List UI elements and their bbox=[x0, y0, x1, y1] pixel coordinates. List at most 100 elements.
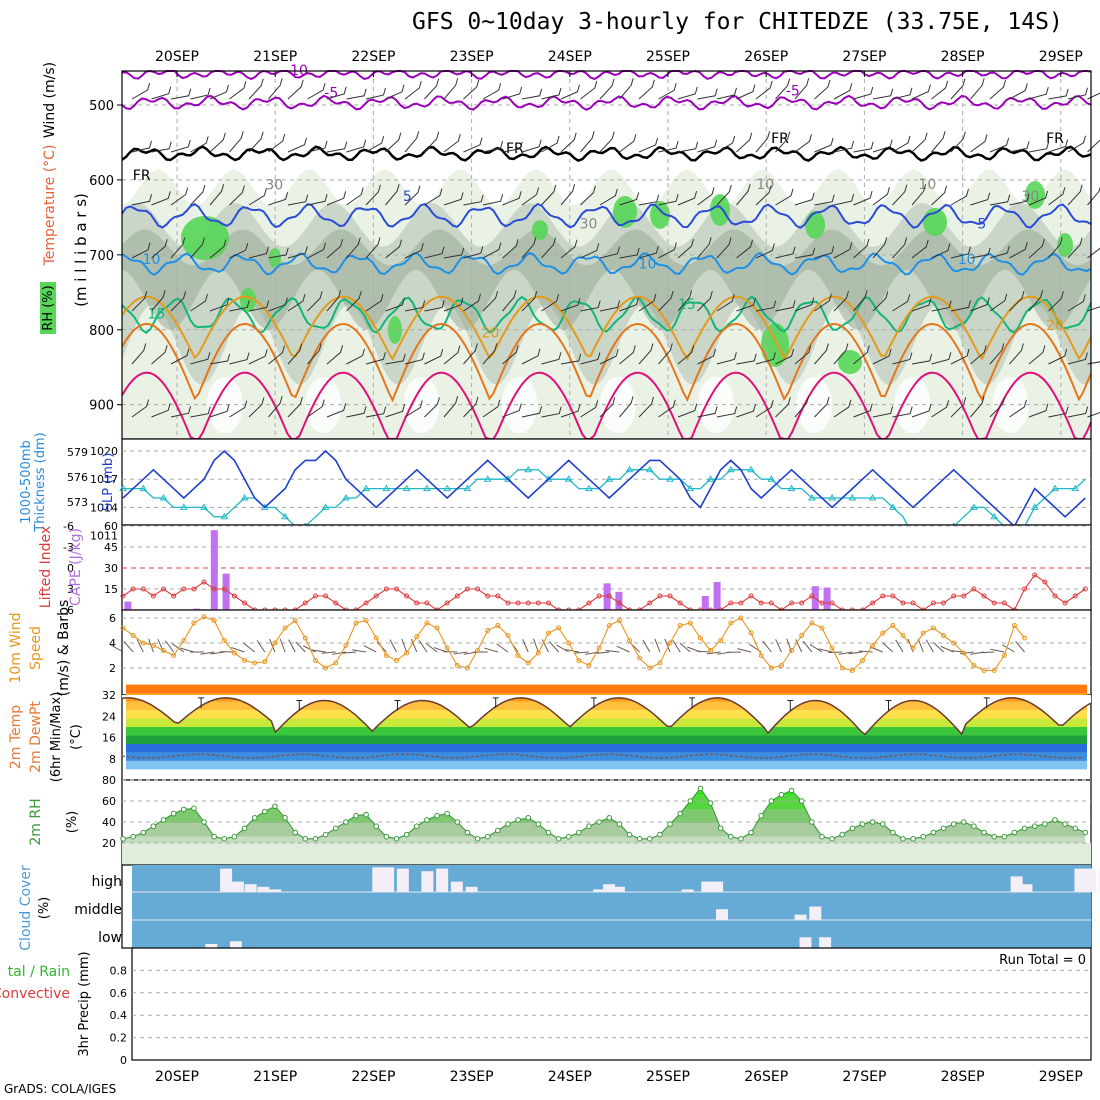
wind-barb bbox=[638, 343, 654, 365]
date-label-top: 26SEP bbox=[744, 49, 788, 65]
wind-barb bbox=[151, 141, 172, 153]
wind-barb bbox=[463, 293, 481, 312]
wind-barb bbox=[209, 353, 231, 365]
rh2m-marker bbox=[576, 829, 582, 836]
wind-barb bbox=[989, 396, 1006, 418]
thickness-marker bbox=[119, 484, 127, 492]
rh-moist-patch bbox=[181, 216, 229, 260]
thickness-marker bbox=[402, 484, 411, 492]
lifted-marker bbox=[1042, 579, 1048, 585]
wind-barb bbox=[814, 245, 835, 259]
rh2m-marker bbox=[687, 798, 694, 804]
temp-color-band bbox=[126, 743, 1087, 753]
wind10-marker bbox=[444, 645, 450, 651]
rh-dry-gap bbox=[894, 377, 931, 433]
wind10-marker bbox=[576, 658, 582, 663]
temp-minmax-bar bbox=[590, 697, 597, 708]
wind10-barb bbox=[949, 650, 964, 653]
label-rh2m-pct: (%) bbox=[65, 811, 80, 834]
cape-bar bbox=[823, 587, 831, 610]
wind-barb bbox=[814, 194, 835, 206]
dewpt-line bbox=[121, 753, 1084, 759]
wind-barb bbox=[599, 188, 618, 206]
label-rh: RH (%) bbox=[41, 285, 56, 330]
precip-tick: 0 bbox=[120, 1054, 127, 1067]
rh2m-marker bbox=[1062, 821, 1068, 827]
lifted-marker bbox=[150, 593, 156, 599]
wind-barb bbox=[229, 352, 250, 365]
thickness-tick: 573 bbox=[67, 496, 88, 509]
wind-barb bbox=[131, 140, 152, 153]
wind-barb bbox=[1067, 87, 1088, 100]
slp-tick: 1011 bbox=[90, 530, 118, 543]
wind10-marker bbox=[971, 663, 977, 668]
lifted-marker bbox=[647, 600, 653, 606]
wind-barb bbox=[892, 184, 908, 206]
wind10-marker bbox=[981, 668, 987, 673]
thickness-marker bbox=[645, 465, 654, 473]
temp-tick: 32 bbox=[102, 689, 116, 702]
rh2m-marker bbox=[1082, 829, 1089, 836]
cloud-high-bar bbox=[1020, 884, 1033, 892]
slp-tick: 1020 bbox=[90, 445, 118, 458]
lifted-marker bbox=[728, 600, 734, 606]
date-label-bottom: 21SEP bbox=[253, 1069, 297, 1085]
rh2m-marker bbox=[180, 806, 187, 813]
wind-barb bbox=[307, 291, 323, 312]
rh2m-marker bbox=[798, 798, 805, 804]
rh2m-marker bbox=[495, 827, 501, 834]
wind10-tick: 6 bbox=[109, 612, 116, 625]
label-lifted: Lifted Index bbox=[38, 526, 54, 608]
lifted-marker bbox=[323, 593, 329, 599]
label-totalrain: tal / Rain bbox=[8, 964, 70, 980]
wind-barb bbox=[268, 396, 283, 418]
rh2m-marker bbox=[484, 833, 491, 840]
wind-barb bbox=[443, 247, 465, 259]
date-label-bottom: 25SEP bbox=[646, 1069, 690, 1085]
wind10-barb bbox=[595, 651, 610, 655]
wind-barb bbox=[521, 237, 537, 259]
wind-barb bbox=[736, 239, 754, 259]
contour-label: 30 bbox=[1022, 189, 1040, 205]
rh2m-marker bbox=[160, 817, 167, 823]
wind-barb bbox=[248, 131, 264, 153]
lifted-marker bbox=[677, 600, 683, 606]
thickness-marker bbox=[1071, 484, 1080, 492]
wind-barb bbox=[346, 406, 367, 418]
wind-barb bbox=[326, 239, 344, 259]
ytick-label: 600 bbox=[89, 174, 114, 189]
wind-barb bbox=[424, 188, 443, 206]
wind-barb bbox=[287, 343, 303, 365]
wind-barb bbox=[619, 297, 639, 312]
thickness-marker bbox=[382, 484, 391, 492]
wind10-barb bbox=[933, 642, 944, 653]
wind-barb bbox=[151, 345, 168, 365]
label-slp: SLP (mb) bbox=[101, 453, 116, 512]
rh2m-marker bbox=[1001, 833, 1008, 840]
wind-barb bbox=[268, 297, 288, 312]
wind10-barb bbox=[654, 638, 661, 653]
wind-barb bbox=[892, 237, 908, 259]
wind-barb bbox=[443, 133, 461, 153]
cloud-high-bar bbox=[603, 884, 616, 892]
credit-label: GrADS: COLA/IGES bbox=[4, 1082, 117, 1096]
wind-barb bbox=[716, 406, 738, 418]
temp-minmax-bar bbox=[787, 700, 794, 711]
wind10-barb bbox=[331, 651, 346, 655]
wind-barb bbox=[853, 403, 873, 418]
rh-dry-gap bbox=[501, 377, 538, 433]
wind-barb bbox=[931, 243, 951, 259]
wind10-marker bbox=[616, 618, 622, 623]
lifted-marker bbox=[130, 586, 136, 592]
rh2m-marker bbox=[717, 825, 724, 832]
thickness-marker bbox=[585, 484, 593, 492]
wind10-marker bbox=[333, 660, 339, 666]
wind-barb bbox=[463, 343, 478, 365]
wind-barb bbox=[931, 300, 952, 312]
wind-barb bbox=[131, 242, 151, 259]
wind-barb bbox=[580, 185, 596, 206]
wind-barb bbox=[736, 403, 756, 418]
wind10-barb bbox=[484, 647, 498, 653]
wind-barb bbox=[872, 237, 888, 259]
wind10-line bbox=[122, 616, 1026, 672]
